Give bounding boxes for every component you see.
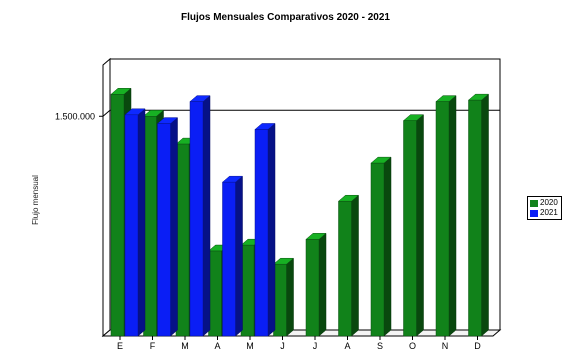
x-tick-label: A	[214, 341, 220, 351]
legend-item: 2020	[530, 198, 558, 208]
y-gridline	[102, 109, 500, 117]
bar-side	[318, 232, 327, 337]
bar-2020-F	[143, 116, 157, 337]
x-tick-label: M	[246, 341, 254, 351]
bar-2021-M	[254, 129, 269, 337]
bar-2020-J	[273, 263, 287, 337]
y-axis-title: Flujo mensual	[31, 175, 40, 225]
x-tick-label: N	[442, 341, 449, 351]
bar-side	[202, 95, 211, 337]
x-tick-label: S	[377, 341, 383, 351]
bar-side	[235, 175, 243, 337]
legend-label: 2021	[540, 208, 558, 217]
bar-side	[416, 114, 424, 337]
bar-2020-M	[240, 244, 255, 337]
bar-side	[170, 117, 178, 337]
x-tick-label: M	[181, 341, 189, 351]
bar-2020-S	[370, 162, 385, 337]
bar-side	[267, 122, 276, 337]
x-tick-label: O	[409, 341, 416, 351]
legend-item: 2021	[530, 208, 558, 218]
bar-side	[351, 194, 359, 337]
bar-2020-A	[208, 250, 222, 337]
x-tick-label: J	[313, 341, 318, 351]
bar-2020-O	[403, 120, 417, 337]
x-tick-label: E	[117, 341, 123, 351]
bar-2021-M	[189, 101, 204, 337]
x-tick-label: F	[150, 341, 156, 351]
side-wall	[102, 57, 111, 338]
legend-swatch	[530, 199, 538, 207]
bar-2020-J	[305, 239, 320, 337]
bar-2020-D	[468, 99, 482, 337]
bar-2020-M	[175, 143, 190, 337]
x-tick-label: J	[280, 341, 285, 351]
bar-2020-E	[110, 94, 125, 337]
bar-side	[481, 93, 489, 337]
legend-swatch	[530, 209, 538, 217]
y-tick-label: 1.500.000	[55, 111, 95, 121]
x-tick-label: D	[474, 341, 481, 351]
bar-2021-E	[124, 114, 139, 337]
x-tick-label: A	[344, 341, 350, 351]
bar-2020-N	[435, 101, 450, 337]
bar-2021-A	[222, 181, 236, 337]
legend-label: 2020	[540, 198, 558, 207]
bar-side	[448, 95, 457, 337]
bar-2020-A	[338, 200, 352, 337]
bar-side	[383, 156, 392, 337]
chart-title: Flujos Mensuales Comparativos 2020 - 202…	[181, 12, 390, 23]
bar-2021-F	[157, 123, 171, 337]
bar-side	[137, 108, 146, 337]
bar-side	[286, 257, 294, 337]
legend: 2020 2021	[527, 196, 562, 220]
